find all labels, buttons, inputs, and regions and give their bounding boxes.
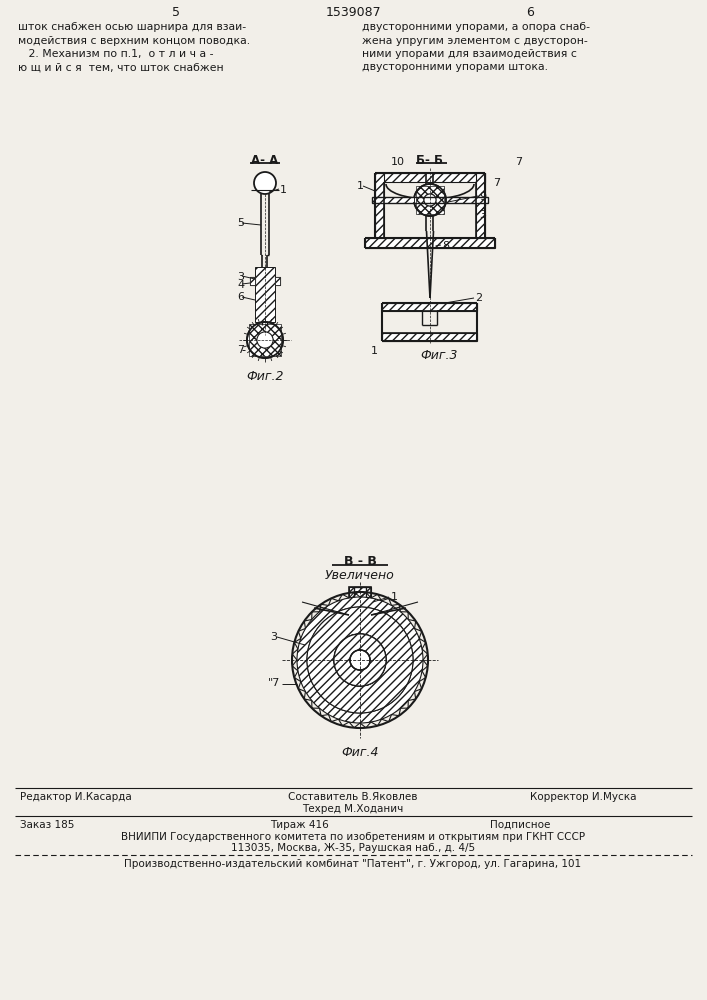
Text: Тираж 416: Тираж 416 — [270, 820, 329, 830]
Text: ю щ и й с я  тем, что шток снабжен: ю щ и й с я тем, что шток снабжен — [18, 62, 223, 73]
Bar — [275, 277, 280, 285]
Text: 3: 3 — [270, 632, 277, 642]
Bar — [375, 173, 485, 182]
Text: "7: "7 — [268, 678, 281, 688]
Circle shape — [350, 650, 370, 670]
Text: 7: 7 — [493, 178, 500, 188]
Circle shape — [350, 650, 370, 670]
Bar — [275, 277, 280, 285]
Circle shape — [414, 184, 446, 216]
Text: Б- Б: Б- Б — [416, 154, 443, 167]
Text: 1: 1 — [357, 181, 364, 191]
Bar — [349, 587, 371, 615]
Text: 2: 2 — [475, 293, 482, 303]
Wedge shape — [307, 607, 413, 713]
Text: 4: 4 — [237, 280, 244, 290]
Text: 1: 1 — [370, 346, 378, 356]
Text: двусторонними упорами, а опора снаб-: двусторонними упорами, а опора снаб- — [362, 22, 590, 32]
Text: Фиг.2: Фиг.2 — [246, 370, 284, 383]
Bar — [349, 587, 371, 615]
Text: 1: 1 — [391, 592, 398, 602]
Text: Фиг.3: Фиг.3 — [420, 349, 457, 362]
Wedge shape — [297, 597, 423, 723]
Bar — [372, 197, 414, 203]
Text: 3: 3 — [237, 272, 244, 282]
Text: Редактор И.Касарда: Редактор И.Касарда — [20, 792, 132, 802]
Text: 5: 5 — [172, 6, 180, 19]
Text: 5: 5 — [237, 218, 244, 228]
Text: 9: 9 — [479, 192, 486, 202]
Bar — [375, 173, 384, 238]
Circle shape — [257, 332, 273, 348]
Text: 6: 6 — [526, 6, 534, 19]
Bar — [354, 587, 366, 615]
Text: В - В: В - В — [344, 555, 376, 568]
Text: А- А: А- А — [252, 154, 279, 167]
Bar — [446, 197, 488, 203]
Bar — [382, 333, 477, 341]
Text: Увеличено: Увеличено — [325, 569, 395, 582]
Text: Корректор И.Муска: Корректор И.Муска — [530, 792, 636, 802]
Bar — [250, 277, 255, 285]
Bar — [476, 173, 485, 238]
Circle shape — [424, 194, 436, 206]
Text: ними упорами для взаимодействия с: ними упорами для взаимодействия с — [362, 49, 577, 59]
Text: 1539087: 1539087 — [325, 6, 381, 19]
Bar — [249, 324, 281, 356]
Circle shape — [254, 172, 276, 194]
Text: Производственно-издательский комбинат "Патент", г. Ужгород, ул. Гагарина, 101: Производственно-издательский комбинат "П… — [124, 859, 582, 869]
Bar — [250, 277, 255, 285]
Text: Фиг.4: Фиг.4 — [341, 746, 379, 759]
Bar — [382, 303, 477, 311]
Text: 7: 7 — [237, 345, 244, 355]
Text: 113035, Москва, Ж-35, Раушская наб., д. 4/5: 113035, Москва, Ж-35, Раушская наб., д. … — [231, 843, 475, 853]
Text: двусторонними упорами штока.: двусторонними упорами штока. — [362, 62, 548, 73]
Text: шток снабжен осью шарнира для взаи-: шток снабжен осью шарнира для взаи- — [18, 22, 246, 32]
Bar — [354, 587, 366, 615]
Text: Техред М.Ходанич: Техред М.Ходанич — [303, 804, 404, 814]
Bar — [416, 186, 444, 214]
Text: 1: 1 — [280, 185, 287, 195]
Text: Составитель В.Яковлев: Составитель В.Яковлев — [288, 792, 418, 802]
Bar — [255, 267, 275, 322]
Text: 10: 10 — [391, 157, 405, 167]
Text: 8: 8 — [442, 241, 449, 251]
Text: 2. Механизм по п.1,  о т л и ч а -: 2. Механизм по п.1, о т л и ч а - — [18, 49, 214, 59]
Circle shape — [334, 634, 386, 686]
Text: 6: 6 — [237, 292, 244, 302]
Text: жена упругим элементом с двусторон-: жена упругим элементом с двусторон- — [362, 35, 588, 45]
Text: 7: 7 — [515, 157, 522, 167]
Bar — [365, 238, 495, 248]
Text: Подписное: Подписное — [490, 820, 550, 830]
Text: ВНИИПИ Государственного комитета по изобретениям и открытиям при ГКНТ СССР: ВНИИПИ Государственного комитета по изоб… — [121, 832, 585, 842]
Text: 3: 3 — [479, 210, 486, 220]
Text: Заказ 185: Заказ 185 — [20, 820, 74, 830]
Text: модействия с верхним концом поводка.: модействия с верхним концом поводка. — [18, 35, 250, 45]
Circle shape — [247, 322, 283, 358]
Wedge shape — [334, 634, 386, 686]
